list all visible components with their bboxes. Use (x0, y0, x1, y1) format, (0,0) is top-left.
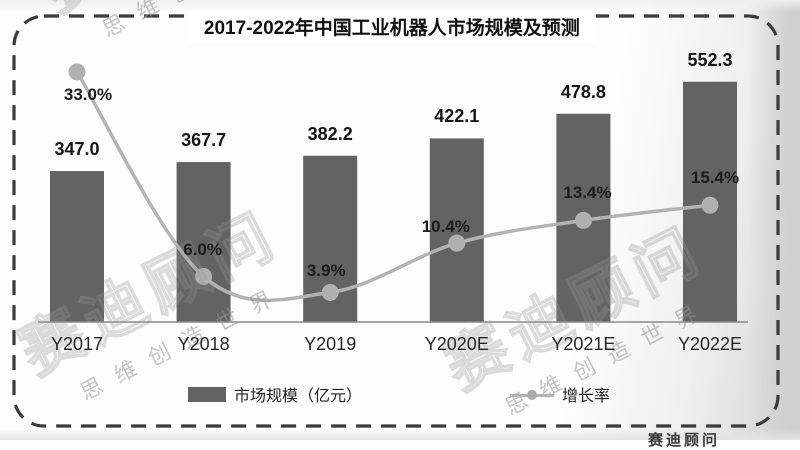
bar-Y2020E (429, 138, 484, 322)
legend-item-growth-rate: 增长率 (510, 381, 610, 407)
growth-label-Y2020E: 10.4% (421, 217, 470, 237)
legend-label-market-size: 市场规模（亿元） (234, 388, 363, 405)
line-marker-Y2019 (321, 283, 339, 301)
bar-Y2018 (176, 162, 231, 322)
line-marker-Y2017 (68, 63, 86, 81)
plot-area (38, 63, 748, 323)
legend: 市场规模（亿元） 增长率 (0, 381, 800, 407)
legend-item-market-size: 市场规模（亿元） (188, 381, 362, 407)
chart-title: 2017-2022年中国工业机器人市场规模及预测 (187, 11, 596, 42)
x-axis-label-Y2022E: Y2022E (677, 334, 743, 354)
growth-label-Y2021E: 13.4% (563, 183, 612, 203)
x-axis-label-Y2019: Y2019 (304, 334, 357, 354)
bar-value-label-Y2018: 367.7 (181, 130, 227, 151)
background-right-band (748, 0, 800, 440)
line-swatch (510, 387, 554, 402)
growth-label-Y2017: 33.0% (63, 84, 113, 104)
growth-label-Y2018: 6.0% (183, 239, 222, 259)
bar-Y2017 (50, 171, 104, 322)
bar-swatch (188, 386, 226, 402)
bar-value-label-Y2017: 347.0 (54, 139, 100, 160)
legend-label-growth-rate: 增长率 (562, 388, 611, 405)
x-axis-label-Y2018: Y2018 (177, 334, 230, 354)
x-axis-label-Y2021E: Y2021E (551, 334, 616, 354)
x-axis-label-Y2020E: Y2020E (424, 334, 489, 354)
growth-label-Y2019: 3.9% (306, 261, 346, 281)
line-marker-Y2020E (448, 234, 466, 252)
bar-value-label-Y2022E: 552.3 (687, 49, 733, 70)
line-marker-Y2021E (574, 211, 592, 229)
x-axis-label-Y2017: Y2017 (50, 334, 104, 354)
background-bottom-strip (0, 428, 800, 440)
bar-value-label-Y2019: 382.2 (307, 123, 353, 144)
bar-value-label-Y2020E: 422.1 (434, 106, 480, 127)
line-marker-Y2022E (701, 196, 719, 214)
growth-label-Y2022E: 15.4% (690, 168, 740, 188)
background-top-strip (0, 0, 800, 12)
bar-value-label-Y2021E: 478.8 (560, 81, 606, 102)
line-marker-Y2018 (195, 268, 213, 286)
